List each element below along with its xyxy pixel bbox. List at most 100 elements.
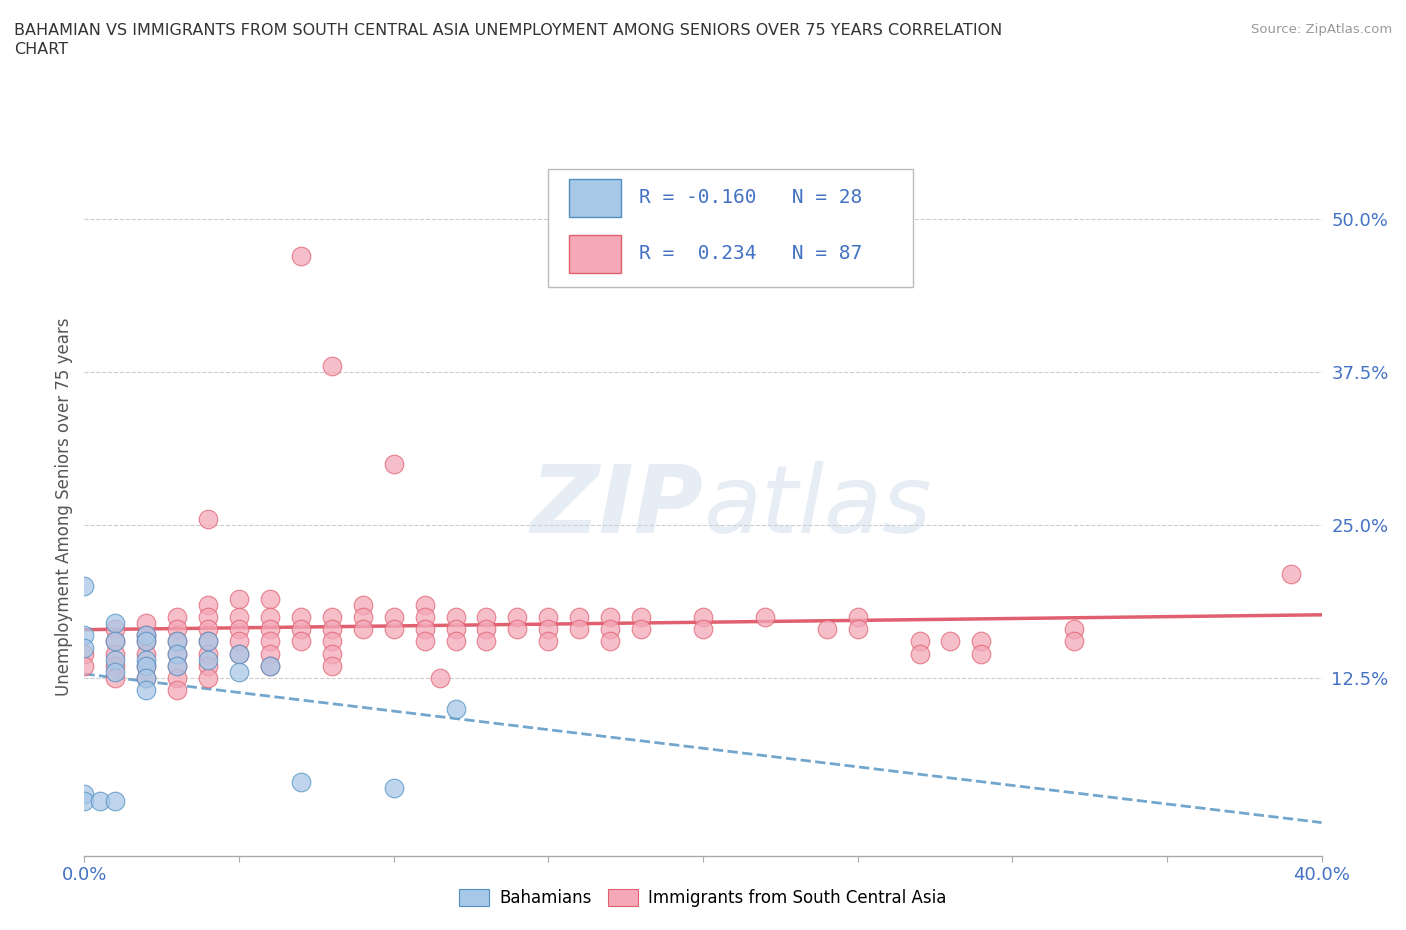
Point bbox=[135, 628, 157, 643]
Point bbox=[104, 793, 127, 808]
Point bbox=[166, 646, 188, 661]
Point bbox=[228, 609, 250, 624]
Point bbox=[166, 622, 188, 637]
Text: atlas: atlas bbox=[703, 461, 931, 552]
Point bbox=[135, 658, 157, 673]
Text: R = -0.160   N = 28: R = -0.160 N = 28 bbox=[638, 189, 862, 207]
Point bbox=[413, 597, 436, 612]
Point bbox=[104, 652, 127, 667]
Point bbox=[413, 609, 436, 624]
Point bbox=[908, 634, 931, 649]
Point bbox=[321, 609, 343, 624]
Point bbox=[444, 622, 467, 637]
Point bbox=[166, 634, 188, 649]
Point bbox=[166, 634, 188, 649]
Point bbox=[475, 622, 498, 637]
Point bbox=[259, 609, 281, 624]
Point bbox=[352, 609, 374, 624]
Point bbox=[321, 622, 343, 637]
Point bbox=[135, 634, 157, 649]
Point bbox=[228, 634, 250, 649]
Point bbox=[352, 597, 374, 612]
Point bbox=[290, 634, 312, 649]
Point bbox=[475, 634, 498, 649]
Point bbox=[382, 781, 405, 796]
Point bbox=[290, 609, 312, 624]
Point bbox=[104, 616, 127, 631]
Point bbox=[259, 646, 281, 661]
Point bbox=[444, 634, 467, 649]
Point bbox=[1279, 566, 1302, 581]
Point bbox=[1063, 622, 1085, 637]
Point bbox=[754, 609, 776, 624]
Point bbox=[908, 646, 931, 661]
Point bbox=[197, 646, 219, 661]
Point bbox=[228, 622, 250, 637]
Point bbox=[970, 634, 993, 649]
Point bbox=[166, 683, 188, 698]
Point bbox=[568, 622, 591, 637]
Point bbox=[259, 591, 281, 606]
Point bbox=[429, 671, 451, 685]
Point bbox=[135, 683, 157, 698]
Legend: Bahamians, Immigrants from South Central Asia: Bahamians, Immigrants from South Central… bbox=[453, 882, 953, 913]
Point bbox=[135, 616, 157, 631]
Point bbox=[135, 671, 157, 685]
Point bbox=[104, 622, 127, 637]
Point bbox=[352, 622, 374, 637]
Point bbox=[382, 457, 405, 472]
Text: ZIP: ZIP bbox=[530, 461, 703, 552]
Point bbox=[259, 634, 281, 649]
Point bbox=[197, 609, 219, 624]
Point bbox=[506, 622, 529, 637]
Point bbox=[290, 775, 312, 790]
Point bbox=[89, 793, 111, 808]
Point bbox=[475, 609, 498, 624]
Text: CHART: CHART bbox=[14, 42, 67, 57]
Point bbox=[197, 652, 219, 667]
Point bbox=[382, 609, 405, 624]
Point bbox=[537, 609, 560, 624]
Point bbox=[166, 646, 188, 661]
Point bbox=[135, 628, 157, 643]
Point bbox=[692, 622, 714, 637]
Point bbox=[228, 591, 250, 606]
Point bbox=[73, 658, 96, 673]
Point bbox=[815, 622, 838, 637]
Point bbox=[506, 609, 529, 624]
Point bbox=[104, 634, 127, 649]
Point bbox=[135, 652, 157, 667]
Point bbox=[104, 665, 127, 680]
Point bbox=[599, 609, 621, 624]
Point bbox=[73, 579, 96, 594]
Point bbox=[197, 671, 219, 685]
Point bbox=[197, 634, 219, 649]
Point bbox=[321, 658, 343, 673]
FancyBboxPatch shape bbox=[548, 168, 914, 287]
Point bbox=[166, 609, 188, 624]
Text: Source: ZipAtlas.com: Source: ZipAtlas.com bbox=[1251, 23, 1392, 36]
Point bbox=[413, 634, 436, 649]
Point bbox=[939, 634, 962, 649]
Point bbox=[259, 658, 281, 673]
Point bbox=[135, 646, 157, 661]
Point bbox=[382, 622, 405, 637]
Point bbox=[537, 622, 560, 637]
Text: R =  0.234   N = 87: R = 0.234 N = 87 bbox=[638, 245, 862, 263]
Point bbox=[846, 609, 869, 624]
Point bbox=[290, 248, 312, 263]
Point bbox=[135, 671, 157, 685]
Point bbox=[166, 658, 188, 673]
Point bbox=[228, 646, 250, 661]
Point bbox=[104, 646, 127, 661]
Point bbox=[104, 658, 127, 673]
Point bbox=[197, 658, 219, 673]
Point bbox=[568, 609, 591, 624]
Point bbox=[73, 646, 96, 661]
Point bbox=[259, 658, 281, 673]
Point bbox=[259, 622, 281, 637]
Point bbox=[197, 512, 219, 526]
Bar bbox=[569, 179, 621, 218]
Point bbox=[104, 634, 127, 649]
Point bbox=[321, 359, 343, 374]
